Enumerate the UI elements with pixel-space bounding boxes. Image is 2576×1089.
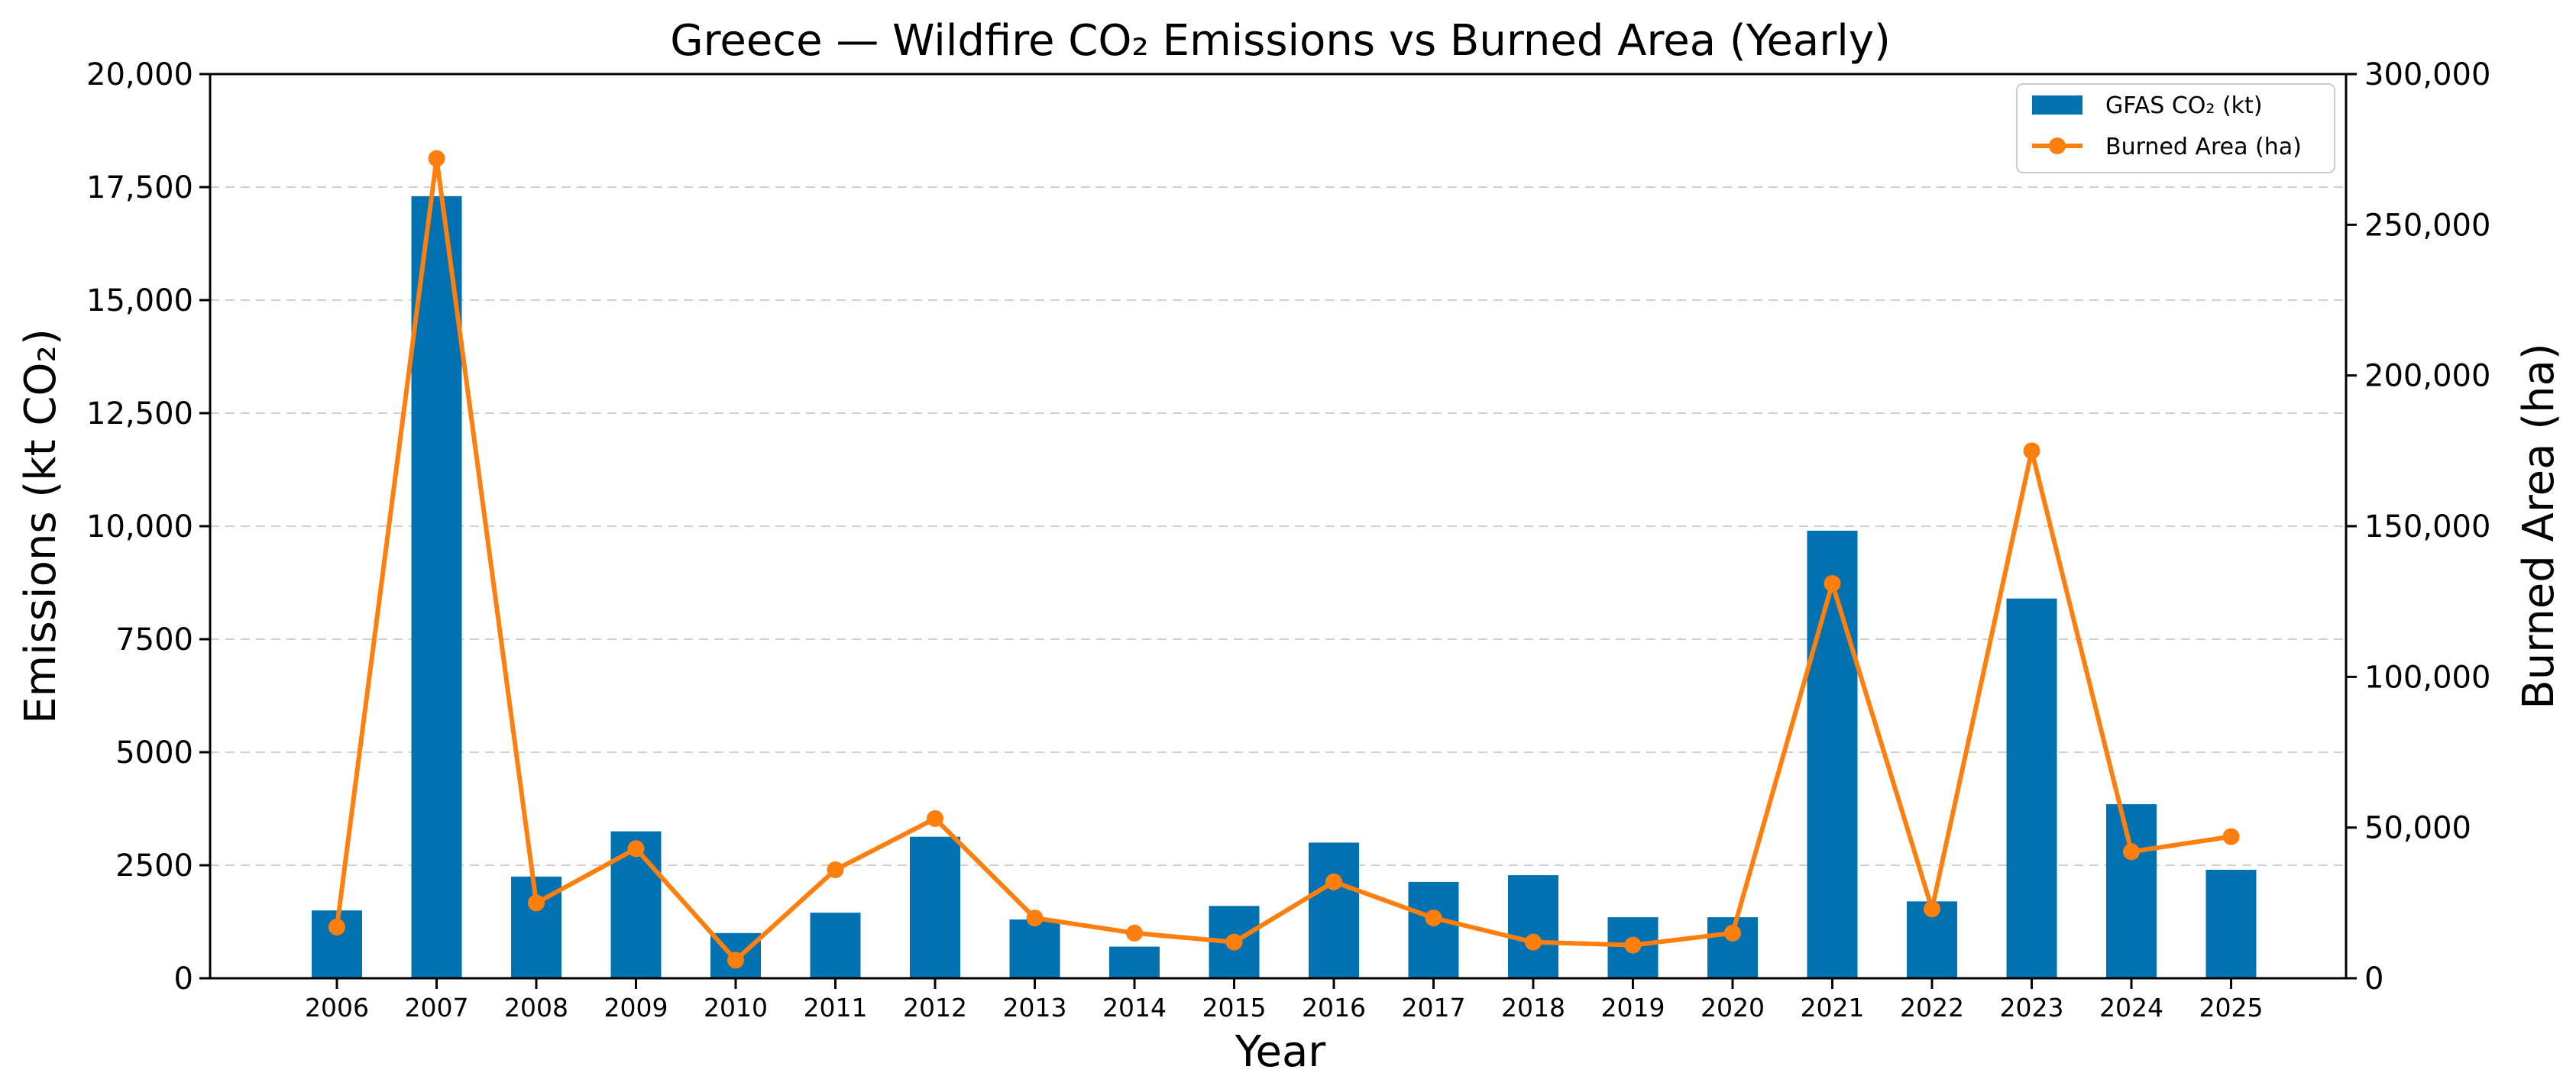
x-tick-label: 2011 (804, 993, 868, 1023)
burned-area-point-2014 (1126, 924, 1143, 942)
burned-area-point-2016 (1325, 873, 1342, 890)
y-tick-label: 10,000 (86, 509, 193, 544)
burned-area-line (335, 156, 2231, 963)
burned-area-point-2007 (428, 150, 445, 167)
burned-area-point-2023 (2023, 442, 2040, 460)
x-tick-label: 2017 (1402, 993, 1466, 1023)
bar-2021 (1807, 530, 1858, 978)
x-tick-label: 2013 (1003, 993, 1067, 1023)
burned-area-point-2011 (827, 861, 844, 878)
x-tick-label: 2012 (903, 993, 967, 1023)
y2-tick-label: 50,000 (2364, 811, 2471, 846)
bar-2025 (2205, 869, 2257, 978)
burned-area-point-2006 (328, 918, 345, 936)
legend-label-burned-area: Burned Area (ha) (2105, 134, 2302, 160)
x-tick-label: 2014 (1102, 993, 1167, 1023)
line-series (328, 150, 2240, 969)
x-tick-label: 2008 (504, 993, 568, 1023)
legend-label-emissions: GFAS CO₂ (kt) (2105, 92, 2263, 119)
chart-title: Greece — Wildfire CO₂ Emissions vs Burne… (670, 16, 1891, 66)
x-tick-label: 2025 (2199, 993, 2264, 1023)
x-tick-label: 2021 (1801, 993, 1865, 1023)
x-tick-label: 2024 (2099, 993, 2163, 1023)
x-tick-label: 2018 (1501, 993, 1565, 1023)
y-tick-label: 7500 (115, 622, 193, 658)
y-tick-label: 2500 (115, 848, 193, 884)
y2-tick-label: 200,000 (2364, 359, 2490, 394)
bar-2018 (1508, 875, 1558, 978)
x-tick-label: 2006 (305, 993, 369, 1023)
bar-series (312, 196, 2257, 979)
burned-area-point-2021 (1824, 574, 1841, 592)
y-axis-label: Emissions (kt CO₂) (16, 328, 66, 724)
bar-2023 (2006, 598, 2057, 978)
burned-area-point-2012 (927, 809, 943, 827)
legend-marker-burned-area (2049, 137, 2066, 154)
burned-area-point-2009 (627, 840, 645, 858)
y2-tick-label: 300,000 (2364, 57, 2490, 92)
bar-2016 (1309, 842, 1359, 978)
x-tick-label: 2010 (704, 993, 768, 1023)
y-tick-label: 20,000 (86, 57, 193, 92)
y-tick-label: 5000 (115, 735, 193, 771)
right-y-axis: 0 50,000 100,000 150,000 200,000 250,000 300,0… (2346, 57, 2490, 997)
y-tick-label: 0 (174, 961, 193, 997)
burned-area-point-2024 (2123, 843, 2140, 861)
bar-2011 (810, 913, 861, 978)
burned-area-point-2025 (2222, 828, 2240, 845)
burned-area-point-2015 (1225, 933, 1243, 951)
bar-2017 (1408, 881, 1459, 978)
x-axis-label: Year (1235, 1027, 1327, 1077)
burned-area-point-2022 (1924, 900, 1940, 918)
bar-2014 (1109, 946, 1160, 978)
x-tick-label: 2007 (405, 993, 469, 1023)
x-tick-label: 2009 (604, 993, 668, 1023)
y2-tick-label: 100,000 (2364, 660, 2490, 695)
burned-area-point-2020 (1724, 924, 1741, 942)
y-tick-label: 12,500 (86, 396, 193, 431)
y-tick-label: 17,500 (86, 170, 193, 205)
y2-tick-label: 250,000 (2364, 208, 2490, 243)
bar-2024 (2106, 804, 2157, 978)
left-y-axis: 0 2500 5000 7500 10,000 12,500 15,000 17,500 20,… (86, 57, 210, 997)
x-tick-label: 2023 (2000, 993, 2064, 1023)
x-tick-label: 2016 (1302, 993, 1366, 1023)
legend-swatch-emissions (2032, 95, 2082, 115)
burned-area-point-2013 (1026, 910, 1044, 927)
x-tick-label: 2020 (1701, 993, 1765, 1023)
y-tick-label: 15,000 (86, 283, 193, 318)
y2-tick-label: 150,000 (2364, 509, 2490, 544)
x-axis: 2006 2007 2008 2009 2010 2011 2012 2013 2014 2015… (305, 978, 2263, 1023)
bar-2013 (1009, 919, 1060, 978)
x-tick-label: 2019 (1601, 993, 1665, 1023)
x-tick-label: 2015 (1202, 993, 1267, 1023)
legend-box (2016, 83, 2335, 173)
legend: GFAS CO₂ (kt) Burned Area (ha) (2016, 83, 2335, 173)
burned-area-point-2019 (1624, 936, 1642, 954)
burned-area-point-2017 (1425, 910, 1442, 927)
x-tick-label: 2022 (1900, 993, 1964, 1023)
burned-area-point-2008 (528, 894, 545, 912)
y2-tick-label: 0 (2364, 961, 2383, 997)
bar-2012 (910, 836, 960, 978)
burned-area-point-2010 (727, 952, 744, 969)
burned-area-point-2018 (1525, 933, 1542, 951)
y2-axis-label: Burned Area (ha) (2514, 343, 2564, 709)
bar-2007 (411, 196, 462, 979)
